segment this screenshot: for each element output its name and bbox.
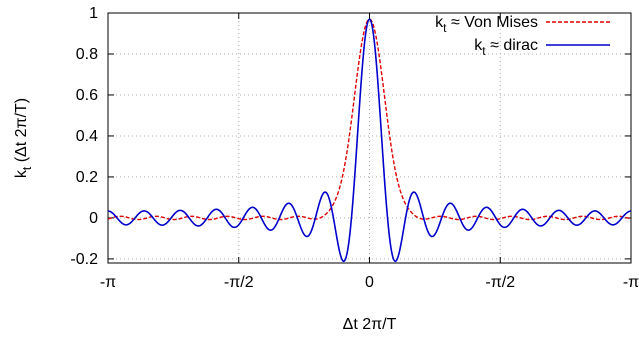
y-axis-title-main: k bbox=[13, 169, 30, 178]
legend-label-main: k bbox=[474, 37, 483, 54]
y-axis-title: kt (Δt 2π/T) bbox=[13, 98, 34, 178]
legend-label-main: k bbox=[435, 14, 444, 31]
x-tick-label: -π/2 bbox=[485, 274, 515, 291]
legend-label-sub: t bbox=[482, 44, 486, 58]
x-tick-label: -π bbox=[623, 274, 639, 291]
y-tick-label: 0 bbox=[89, 210, 98, 227]
axis-ticks: -0.2 0 0.2 0.4 0.6 0.8 1 -π -π/2 0 -π/2 -π bbox=[70, 5, 639, 291]
y-tick-label: 0.2 bbox=[76, 169, 98, 186]
y-axis-title-sub: t bbox=[20, 166, 34, 170]
legend-entry-dirac: kt ≈ dirac bbox=[474, 37, 610, 58]
y-tick-label: 0.4 bbox=[76, 128, 98, 145]
series-line-von-mises bbox=[107, 18, 632, 221]
grid bbox=[107, 12, 632, 263]
legend-label-von-mises: kt ≈ Von Mises bbox=[435, 14, 538, 35]
legend-label-tail: ≈ dirac bbox=[486, 37, 538, 54]
y-tick-label: 1 bbox=[89, 5, 98, 22]
x-tick-label: -π bbox=[100, 274, 116, 291]
legend: kt ≈ Von Mises kt ≈ dirac bbox=[435, 14, 610, 58]
x-tick-label: -π/2 bbox=[224, 274, 254, 291]
y-tick-label: -0.2 bbox=[70, 251, 98, 268]
x-axis-title: Δt 2π/T bbox=[343, 316, 397, 333]
legend-label-tail: ≈ Von Mises bbox=[447, 14, 538, 31]
y-tick-label: 0.8 bbox=[76, 46, 98, 63]
y-tick-label: 0.6 bbox=[76, 87, 98, 104]
legend-label-sub: t bbox=[443, 21, 447, 35]
series-line-dirac bbox=[107, 18, 632, 263]
x-tick-label: 0 bbox=[365, 274, 374, 291]
y-axis-title-tail: (Δt 2π/T) bbox=[13, 98, 30, 167]
series-group bbox=[107, 18, 632, 263]
legend-entry-von-mises: kt ≈ Von Mises bbox=[435, 14, 610, 35]
legend-label-dirac: kt ≈ dirac bbox=[474, 37, 538, 58]
